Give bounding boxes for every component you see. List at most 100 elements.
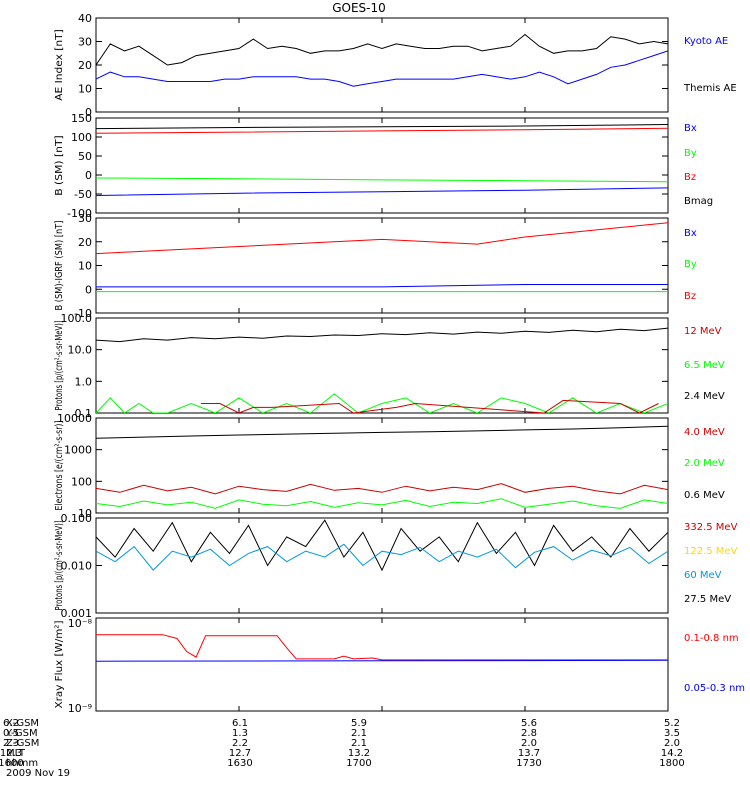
y-tick-label: 0 bbox=[85, 106, 92, 119]
y-axis-title: Protons [p/(cm²-s-sr-MeV)] bbox=[54, 320, 65, 410]
y-tick-label: 1000 bbox=[64, 444, 92, 457]
series-line-kyoto-ae bbox=[96, 33, 668, 66]
position-value: 2.2 bbox=[232, 738, 248, 749]
series-line-bx bbox=[96, 187, 668, 196]
y-axis-title: Xray Flux [W/m²] bbox=[54, 620, 65, 708]
series-line-bmag bbox=[96, 124, 668, 130]
series-line-bz bbox=[96, 222, 668, 255]
position-value: 1600 bbox=[0, 758, 24, 769]
legend-entry: 122.5 MeV bbox=[684, 546, 738, 557]
position-value: 2.0 bbox=[664, 738, 680, 749]
chart-panel-1: 0 10 20 30 40 AE Index [nT] Kyoto AE Themis AE bbox=[54, 12, 737, 119]
series-line-27-5-mev bbox=[96, 519, 668, 572]
y-tick-label: -10 bbox=[74, 307, 92, 320]
series-line-2-0-mev bbox=[96, 498, 668, 509]
position-value: 12.7 bbox=[228, 748, 252, 759]
position-value: 6.2 bbox=[3, 718, 19, 729]
chart-panels: 0 10 20 30 40 AE Index [nT] Kyoto AE Themis AE -… bbox=[54, 12, 745, 715]
legend-entry: 2.4 MeV bbox=[684, 391, 725, 402]
position-value: 6.1 bbox=[232, 718, 248, 729]
position-row-ygsm: Y-GSM 0.5 1.3 2.1 2.8 3.5 bbox=[3, 728, 746, 739]
position-value: 2.0 bbox=[521, 738, 537, 749]
legend-entry: By bbox=[684, 259, 697, 270]
legend-entry: Themis AE bbox=[683, 83, 737, 94]
series-line-bx bbox=[96, 284, 668, 288]
legend-entry: 12 MeV bbox=[684, 326, 722, 337]
legend-entry: 60 MeV bbox=[684, 570, 722, 581]
series-line-by bbox=[96, 177, 668, 183]
y-tick-label: 10 bbox=[78, 507, 92, 520]
panel-frame bbox=[95, 317, 669, 414]
y-tick-label: -50 bbox=[74, 188, 92, 201]
legend-entry: Bz bbox=[684, 291, 696, 302]
position-value: 5.9 bbox=[351, 718, 367, 729]
series-line-themis-ae bbox=[96, 50, 668, 87]
position-table: X-GSM 6.2 6.1 5.9 5.6 5.2 Y-GSM 0.5 1.3 … bbox=[0, 718, 746, 798]
position-value: 2.1 bbox=[351, 738, 367, 749]
position-row-mlt: MLT 12.3 12.7 13.2 13.7 14.2 bbox=[0, 748, 746, 759]
position-value: 14.2 bbox=[660, 748, 684, 759]
position-row-xgsm: X-GSM 6.2 6.1 5.9 5.6 5.2 bbox=[3, 718, 746, 729]
y-tick-label: 30 bbox=[78, 212, 92, 225]
panel-frame bbox=[95, 217, 669, 314]
y-tick-label: 150 bbox=[71, 112, 92, 125]
series-line-0-1-0-8-nm bbox=[96, 634, 668, 661]
position-row-label: X-GSM bbox=[6, 718, 40, 729]
position-row-zgsm: Z-GSM 2.3 2.2 2.1 2.0 2.0 bbox=[3, 738, 746, 749]
series-line-0-05-0-3-nm bbox=[96, 659, 668, 662]
position-value: 0.5 bbox=[3, 728, 19, 739]
y-axis-title: B (SM)-IGRF (SM) [nT] bbox=[54, 220, 65, 310]
y-tick-label: 0.001 bbox=[61, 607, 93, 620]
position-value: 2.8 bbox=[521, 728, 537, 739]
position-value: 13.7 bbox=[517, 748, 541, 759]
y-tick-label: 10.0 bbox=[68, 344, 93, 357]
position-value: 12.3 bbox=[0, 748, 23, 759]
position-value: 5.6 bbox=[521, 718, 537, 729]
y-tick-label: 30 bbox=[78, 36, 92, 49]
position-value: 1630 bbox=[227, 758, 253, 769]
position-value: 5.2 bbox=[664, 718, 680, 729]
legend-entry: 2.0 MeV bbox=[684, 458, 725, 469]
panel-frame bbox=[95, 517, 669, 614]
series-line-2-4-mev bbox=[96, 327, 668, 343]
legend-entry: Bx bbox=[684, 228, 697, 239]
series-line-60-mev bbox=[96, 543, 668, 571]
y-tick-label: 20 bbox=[78, 236, 92, 249]
position-value: 1700 bbox=[346, 758, 372, 769]
position-row-hhmm: hhmm 1600 1630 1700 1730 1800 bbox=[0, 758, 746, 769]
y-tick-label: 0 bbox=[85, 283, 92, 296]
legend-entry: By bbox=[684, 148, 697, 159]
panel-frame bbox=[95, 617, 669, 712]
panel-frame bbox=[95, 17, 669, 113]
series-line-4-0-mev bbox=[96, 483, 668, 495]
legend-entry: 27.5 MeV bbox=[684, 594, 731, 605]
position-value: 2.3 bbox=[3, 738, 19, 749]
position-row-label: MLT bbox=[6, 748, 25, 759]
figure-title: GOES-10 bbox=[332, 1, 386, 15]
y-tick-label: 100 bbox=[71, 475, 92, 488]
chart-panel-2: -100 -50 0 50 100 150 B (SM) [nT] Bx By Bz Bmag bbox=[54, 112, 713, 220]
position-row-label: Y-GSM bbox=[6, 728, 38, 739]
y-tick-label: 10000 bbox=[57, 412, 92, 425]
series-line-12-mev bbox=[200, 399, 659, 413]
date-label: 2009 Nov 19 bbox=[6, 768, 71, 779]
y-tick-label: 1.0 bbox=[75, 375, 93, 388]
legend-entry: 0.6 MeV bbox=[684, 490, 725, 501]
series-line-6-5-mev bbox=[96, 393, 668, 413]
position-value: 1800 bbox=[659, 758, 685, 769]
position-value: 3.5 bbox=[664, 728, 680, 739]
position-value: 1730 bbox=[516, 758, 542, 769]
y-axis-title: AE Index [nT] bbox=[54, 29, 65, 101]
legend-entry: Bz bbox=[684, 172, 696, 183]
y-tick-label: 40 bbox=[78, 12, 92, 25]
position-row-label: hhmm bbox=[6, 758, 39, 769]
y-axis-title: Protons [p/(cm²-s-sr-MeV)] bbox=[54, 520, 65, 610]
y-tick-label: 10 bbox=[78, 260, 92, 273]
y-tick-label: 0.010 bbox=[61, 560, 93, 573]
position-value: 13.2 bbox=[347, 748, 371, 759]
